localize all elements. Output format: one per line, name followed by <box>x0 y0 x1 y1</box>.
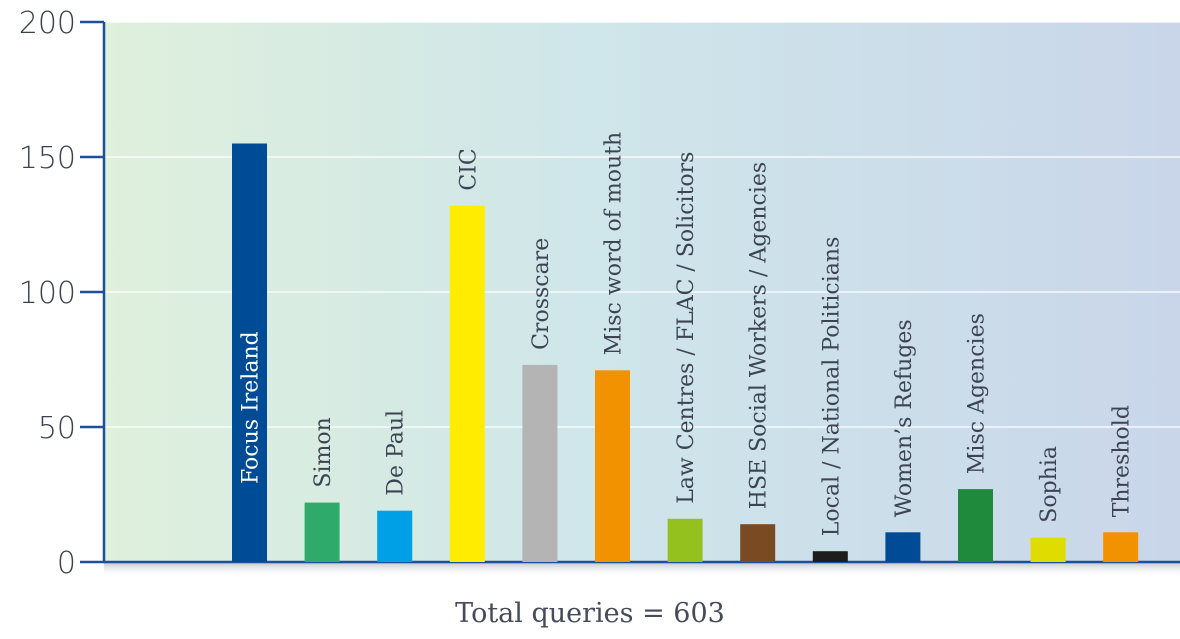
bar-label: CIC <box>456 148 481 190</box>
bars <box>232 143 1139 562</box>
y-axis: 0 50 100 150 200 <box>19 6 1180 581</box>
bar <box>1103 532 1139 562</box>
bar-label: Women’s Refuges <box>892 319 917 517</box>
bar <box>232 143 267 562</box>
baseline-shadow <box>104 563 1180 577</box>
bar <box>304 502 340 562</box>
bar <box>885 532 921 562</box>
bar-label: Simon <box>311 417 336 487</box>
bar <box>595 370 630 562</box>
y-tick-label: 0 <box>57 546 76 581</box>
bar-label: Law Centres / FLAC / Solicitors <box>674 152 699 504</box>
gridlines <box>104 21 1180 428</box>
y-tick-label: 200 <box>19 6 76 41</box>
bar <box>449 205 485 562</box>
bar <box>377 510 413 562</box>
bar-label: HSE Social Workers / Agencies <box>747 162 772 509</box>
total-queries-caption: Total queries = 603 <box>455 598 725 629</box>
bar-label: Misc Agencies <box>965 313 990 474</box>
bar-label: Threshold <box>1110 405 1135 517</box>
y-tick-label: 50 <box>38 411 76 446</box>
bar-label: Crosscare <box>529 238 554 350</box>
bar <box>740 524 776 562</box>
y-tick-label: 100 <box>19 276 76 311</box>
bar <box>812 551 848 562</box>
bar-label: De Paul <box>384 410 409 496</box>
bar-labels: Focus Ireland Simon De Paul CIC Crosscare Mis… <box>239 132 1135 536</box>
bar-label: Sophia <box>1037 446 1062 523</box>
bar-label: Local / National Politicians <box>819 237 844 537</box>
bar <box>1030 537 1066 562</box>
bar-label: Misc word of mouth <box>602 132 627 356</box>
bar <box>667 518 703 562</box>
y-tick-label: 150 <box>19 141 76 176</box>
bar <box>958 489 993 562</box>
bar <box>522 364 558 562</box>
bar-label: Focus Ireland <box>239 331 264 484</box>
